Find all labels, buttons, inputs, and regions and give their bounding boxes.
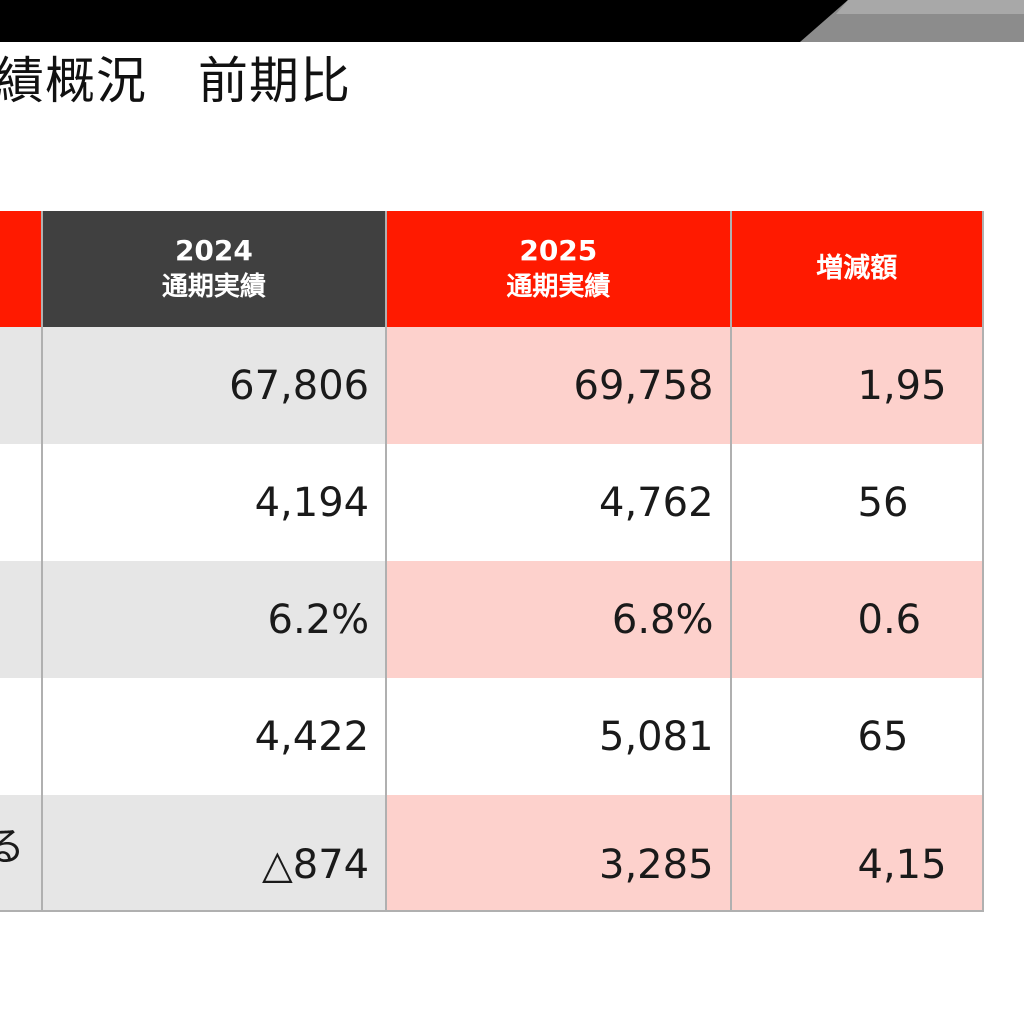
table-row: 4,194 4,762 56 (0, 444, 985, 561)
cell-2025: 4,762 (386, 444, 732, 561)
cell-change: 1,95 (730, 327, 985, 444)
cell-change: 65 (730, 678, 985, 795)
page-title: 績概況 前期比 (0, 52, 351, 110)
top-bar (0, 0, 848, 42)
header-label-cell (0, 211, 43, 327)
top-bar-highlight (836, 0, 1024, 14)
cell-value: 4,15 (857, 841, 947, 888)
header-subtitle: 通期実績 (161, 272, 266, 302)
cell-change: 56 (730, 444, 985, 561)
table-row: る △874 3,285 4,15 (0, 795, 985, 912)
header-subtitle: 通期実績 (506, 272, 611, 302)
cell-2025: 69,758 (386, 327, 732, 444)
cell-2024: 4,194 (41, 444, 388, 561)
cell-value: △874 (262, 841, 370, 888)
header-change-amount: 増減額 (730, 211, 985, 327)
table-row: 6.2% 6.8% 0.6 (0, 561, 985, 678)
row-label (0, 678, 43, 795)
row-label (0, 561, 43, 678)
cell-2024: △874 (41, 795, 388, 912)
cell-2025: 6.8% (386, 561, 732, 678)
header-year: 2025 (519, 234, 598, 267)
table-row: 67,806 69,758 1,95 (0, 327, 985, 444)
cell-2024: 67,806 (41, 327, 388, 444)
cell-change: 0.6 (730, 561, 985, 678)
cell-2024: 6.2% (41, 561, 388, 678)
results-table: 2024 通期実績 2025 通期実績 増減額 67,806 69,758 1,… (0, 211, 985, 912)
header-2025-actual: 2025 通期実績 (386, 211, 732, 327)
row-label (0, 444, 43, 561)
header-2024-actual: 2024 通期実績 (41, 211, 388, 327)
cell-2025: 3,285 (386, 795, 732, 912)
header-year: 2024 (174, 234, 253, 267)
table-header-row: 2024 通期実績 2025 通期実績 増減額 (0, 211, 985, 327)
table-row: 4,422 5,081 65 (0, 678, 985, 795)
cell-2024: 4,422 (41, 678, 388, 795)
cell-change: 4,15 (730, 795, 985, 912)
row-label-text: る (0, 824, 25, 870)
cell-value: 3,285 (599, 841, 714, 888)
row-label (0, 327, 43, 444)
cell-2025: 5,081 (386, 678, 732, 795)
row-label: る (0, 795, 43, 912)
